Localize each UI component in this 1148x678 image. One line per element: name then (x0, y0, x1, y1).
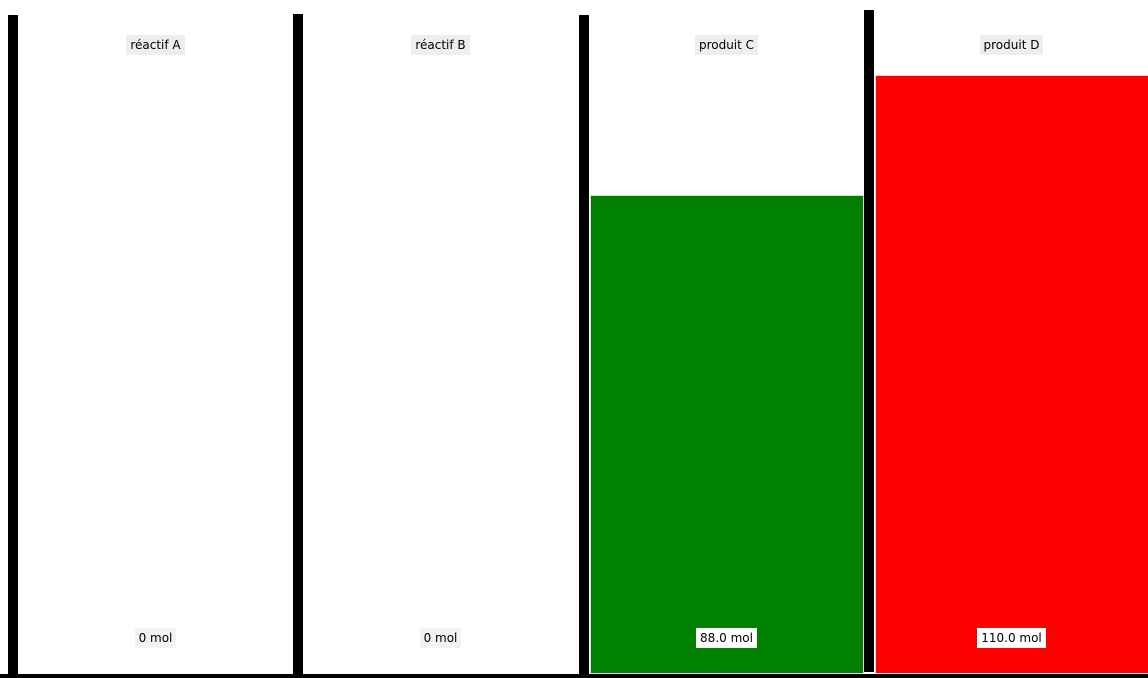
category-label: produit D (874, 35, 1148, 55)
value-label: 0 mol (303, 628, 578, 648)
category-label-text: réactif B (411, 35, 470, 55)
bar-column-4: produit D 110.0 mol (864, 0, 1148, 678)
column-divider (8, 15, 18, 675)
column-divider (579, 15, 589, 675)
value-label-text: 0 mol (134, 628, 177, 648)
bar-column-2: réactif B 0 mol (293, 0, 578, 678)
value-label-text: 0 mol (419, 628, 462, 648)
category-label-text: produit D (979, 35, 1044, 55)
value-label-text: 88.0 mol (696, 628, 757, 648)
value-label: 88.0 mol (589, 628, 864, 648)
category-label: produit C (589, 35, 864, 55)
bar-fill (590, 195, 864, 674)
baseline (0, 674, 1148, 678)
column-divider (293, 14, 303, 676)
bar-fill (875, 75, 1148, 674)
bar-column-1: réactif A 0 mol (8, 0, 293, 678)
value-label-text: 110.0 mol (977, 628, 1046, 648)
category-label-text: réactif A (126, 35, 185, 55)
bar-column-3: produit C 88.0 mol (579, 0, 864, 678)
category-label: réactif B (303, 35, 578, 55)
column-divider (864, 10, 874, 672)
value-label: 0 mol (18, 628, 293, 648)
category-label: réactif A (18, 35, 293, 55)
category-label-text: produit C (694, 35, 759, 55)
value-label: 110.0 mol (874, 628, 1148, 648)
